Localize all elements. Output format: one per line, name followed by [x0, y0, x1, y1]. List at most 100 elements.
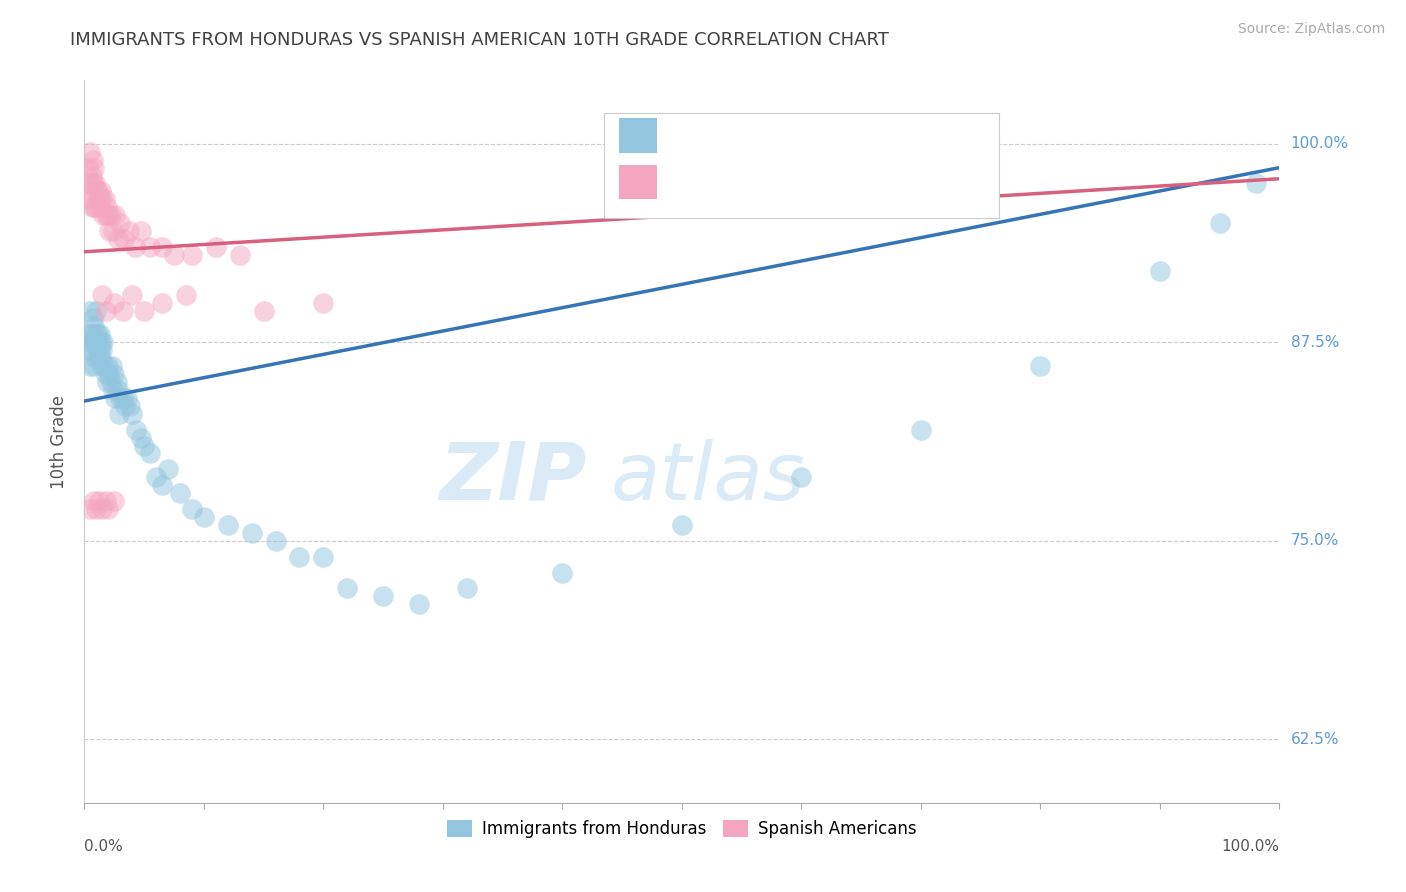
Text: ZIP: ZIP [439, 439, 586, 516]
Point [91, 193, 114, 207]
Point [79, 185, 101, 199]
Point [97, 502, 120, 516]
Point [91, 359, 114, 373]
Point [1209, 216, 1232, 230]
Point [157, 462, 180, 476]
Point [111, 303, 134, 318]
Point [110, 391, 132, 405]
Point [80, 200, 103, 214]
Point [205, 240, 228, 254]
Point [82, 177, 104, 191]
Text: 87.5%: 87.5% [1291, 334, 1339, 350]
Point [91, 343, 114, 358]
Point [163, 248, 186, 262]
Point [86, 200, 108, 214]
Point [100, 208, 122, 222]
Point [98, 367, 121, 381]
Point [103, 494, 125, 508]
Point [79, 303, 101, 318]
Point [94, 367, 117, 381]
Point [83, 319, 105, 334]
Point [103, 295, 125, 310]
Point [408, 597, 430, 611]
Point [1029, 359, 1052, 373]
Point [83, 494, 105, 508]
Point [94, 303, 117, 318]
Point [77, 343, 100, 358]
Point [1244, 177, 1267, 191]
Point [111, 391, 134, 405]
Point [150, 295, 173, 310]
Point [114, 399, 136, 413]
Point [93, 208, 115, 222]
Point [110, 216, 132, 230]
Point [103, 367, 125, 381]
Point [86, 185, 108, 199]
Point [118, 399, 141, 413]
Point [86, 502, 108, 516]
Point [121, 407, 143, 421]
Point [82, 311, 104, 326]
Point [96, 200, 118, 214]
Point [169, 486, 191, 500]
Point [94, 208, 117, 222]
Point [117, 391, 139, 405]
Point [312, 549, 335, 564]
Point [96, 375, 118, 389]
Bar [605, 112, 998, 218]
Text: 0.0%: 0.0% [84, 838, 124, 854]
Point [93, 335, 115, 350]
Point [87, 351, 110, 366]
Point [129, 431, 152, 445]
Point [121, 287, 143, 301]
Point [174, 287, 197, 301]
Point [84, 335, 107, 350]
Point [217, 517, 239, 532]
Point [83, 200, 105, 214]
Point [80, 343, 103, 358]
Point [288, 549, 311, 564]
Point [77, 177, 100, 191]
Point [86, 303, 108, 318]
Legend: Immigrants from Honduras, Spanish Americans: Immigrants from Honduras, Spanish Americ… [440, 814, 924, 845]
Bar [619, 165, 657, 200]
Point [551, 566, 574, 580]
Point [90, 351, 112, 366]
Text: 62.5%: 62.5% [1291, 731, 1339, 747]
Point [790, 470, 813, 484]
Text: 100.0%: 100.0% [1222, 838, 1279, 854]
Point [91, 287, 114, 301]
Point [336, 582, 359, 596]
Point [671, 517, 693, 532]
Point [132, 303, 156, 318]
Point [80, 327, 103, 342]
Point [100, 375, 122, 389]
Point [125, 423, 148, 437]
Text: R =  0.169   N = 58: R = 0.169 N = 58 [671, 174, 832, 192]
Point [89, 327, 111, 342]
Point [124, 240, 146, 254]
Text: R = 0.309   N = 72: R = 0.309 N = 72 [671, 127, 827, 145]
Point [89, 200, 111, 214]
Point [83, 359, 105, 373]
Point [82, 335, 104, 350]
Point [89, 343, 111, 358]
Point [97, 359, 120, 373]
Point [83, 161, 105, 175]
Point [105, 375, 128, 389]
Point [139, 240, 162, 254]
Point [229, 248, 252, 262]
Point [79, 359, 101, 373]
Point [145, 470, 167, 484]
Point [80, 169, 103, 183]
Point [132, 438, 156, 452]
Point [101, 359, 124, 373]
Text: IMMIGRANTS FROM HONDURAS VS SPANISH AMERICAN 10TH GRADE CORRELATION CHART: IMMIGRANTS FROM HONDURAS VS SPANISH AMER… [70, 31, 889, 49]
Text: atlas: atlas [610, 439, 806, 516]
Text: 100.0%: 100.0% [1291, 136, 1348, 152]
Point [193, 510, 215, 524]
Point [90, 185, 112, 199]
Point [181, 502, 204, 516]
Point [98, 224, 121, 238]
Point [76, 193, 98, 207]
